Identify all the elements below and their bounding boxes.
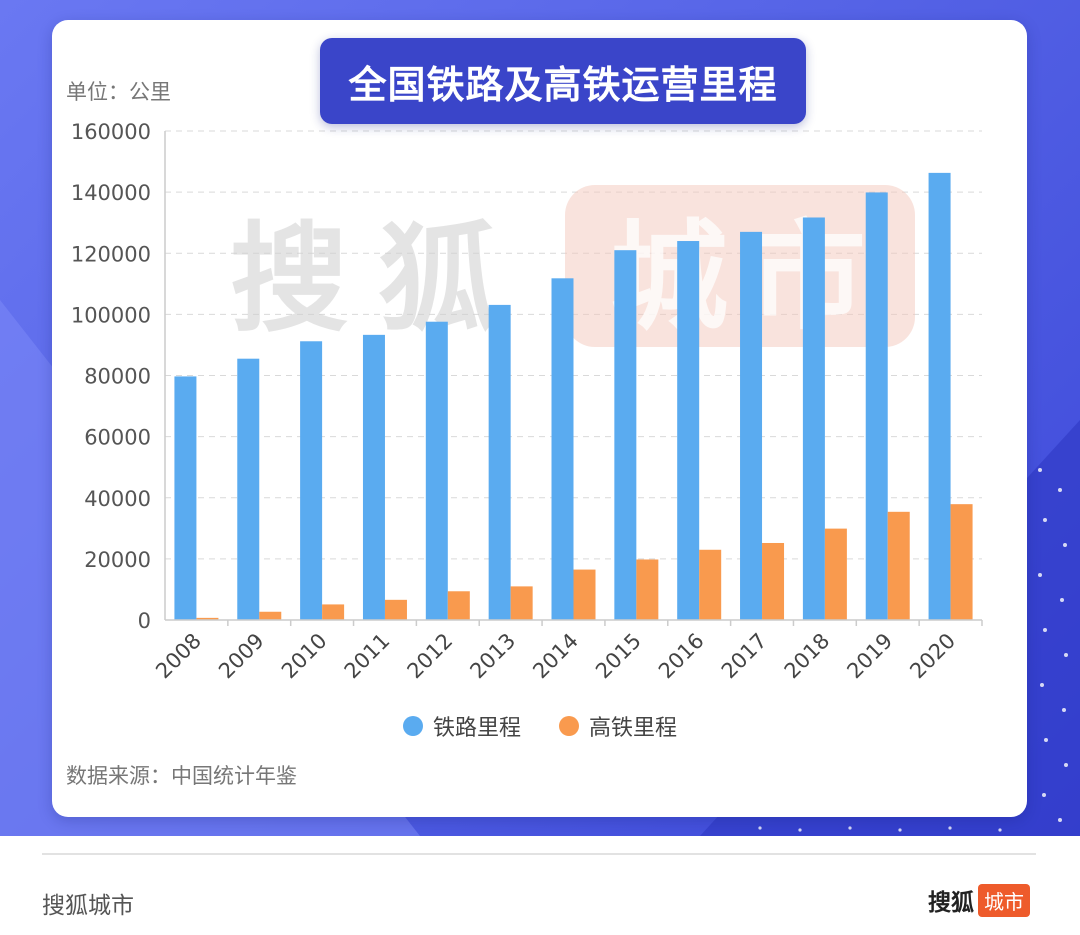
- bar-highspeed[interactable]: [699, 549, 722, 620]
- x-tick-label: 2013: [465, 629, 520, 684]
- x-tick-label: 2019: [842, 629, 897, 684]
- x-tick-label: 2015: [591, 629, 646, 684]
- bar-highspeed[interactable]: [824, 528, 847, 620]
- unit-label: 单位：公里: [66, 80, 171, 104]
- legend-item-highspeed[interactable]: 高铁里程: [559, 710, 677, 742]
- bar-railway[interactable]: [677, 241, 700, 620]
- source-label: 数据来源：中国统计年鉴: [66, 764, 297, 788]
- bar-railway[interactable]: [425, 321, 448, 620]
- bar-highspeed[interactable]: [322, 604, 345, 620]
- y-tick-label: 20000: [84, 548, 151, 572]
- y-tick-label: 0: [138, 609, 151, 633]
- y-tick-label: 160000: [71, 120, 151, 144]
- bar-highspeed[interactable]: [447, 591, 470, 620]
- y-tick-label: 40000: [84, 487, 151, 511]
- sohu-city-logo[interactable]: 搜狐 城市: [928, 883, 1030, 917]
- bar-railway[interactable]: [551, 278, 574, 620]
- legend-label-highspeed: 高铁里程: [589, 716, 678, 741]
- legend-item-railway[interactable]: 铁路里程: [402, 710, 521, 742]
- chart-title-box: 全国铁路及高铁运营里程: [320, 38, 806, 124]
- x-tick-label: 2014: [528, 629, 583, 684]
- y-tick-label: 140000: [71, 181, 151, 205]
- x-tick-label: 2011: [340, 629, 395, 684]
- bar-highspeed[interactable]: [196, 617, 219, 620]
- bar-railway[interactable]: [614, 250, 637, 620]
- x-tick-label: 2016: [654, 629, 709, 684]
- x-tick-label: 2008: [151, 629, 206, 684]
- y-tick-label: 80000: [84, 365, 151, 389]
- x-tick-label: 2009: [214, 629, 269, 684]
- footer-divider: [42, 853, 1036, 855]
- bar-railway[interactable]: [928, 172, 951, 621]
- bar-railway[interactable]: [802, 217, 825, 620]
- bar-railway[interactable]: [740, 231, 763, 620]
- bar-railway[interactable]: [174, 376, 197, 620]
- x-tick-label: 2020: [905, 629, 960, 684]
- bar-highspeed[interactable]: [636, 559, 659, 620]
- bar-highspeed[interactable]: [950, 504, 973, 620]
- watermark-brand: 搜狐: [230, 210, 526, 348]
- x-tick-label: 2012: [403, 629, 458, 684]
- legend-dot-highspeed: [559, 716, 579, 736]
- logo-city-badge: 城市: [978, 883, 1030, 917]
- y-tick-label: 100000: [71, 303, 151, 327]
- bar-railway[interactable]: [237, 358, 260, 620]
- legend-dot-railway: [402, 716, 423, 736]
- x-tick-label: 2018: [780, 629, 835, 684]
- bar-highspeed[interactable]: [259, 611, 282, 620]
- bar-highspeed[interactable]: [510, 586, 533, 620]
- footer-brand: 搜狐城市: [42, 893, 134, 919]
- legend-label-railway: 铁路里程: [432, 716, 521, 741]
- x-tick-label: 2010: [277, 629, 332, 684]
- chart-title: 全国铁路及高铁运营里程: [348, 62, 778, 107]
- x-tick-label: 2017: [717, 629, 772, 684]
- bar-railway[interactable]: [300, 341, 323, 620]
- bar-railway[interactable]: [362, 334, 385, 620]
- logo-main-text: 搜狐: [928, 890, 974, 916]
- bar-railway[interactable]: [865, 192, 888, 621]
- y-tick-label: 120000: [71, 242, 151, 266]
- bar-highspeed[interactable]: [887, 511, 910, 620]
- legend: 铁路里程 高铁里程: [0, 710, 1080, 742]
- y-tick-label: 60000: [84, 426, 151, 450]
- bar-highspeed[interactable]: [384, 599, 407, 620]
- bar-highspeed[interactable]: [573, 569, 596, 620]
- chart-card: [52, 20, 1027, 817]
- bar-highspeed[interactable]: [762, 542, 785, 620]
- bar-railway[interactable]: [488, 304, 511, 620]
- watermark-city-box: [565, 185, 915, 347]
